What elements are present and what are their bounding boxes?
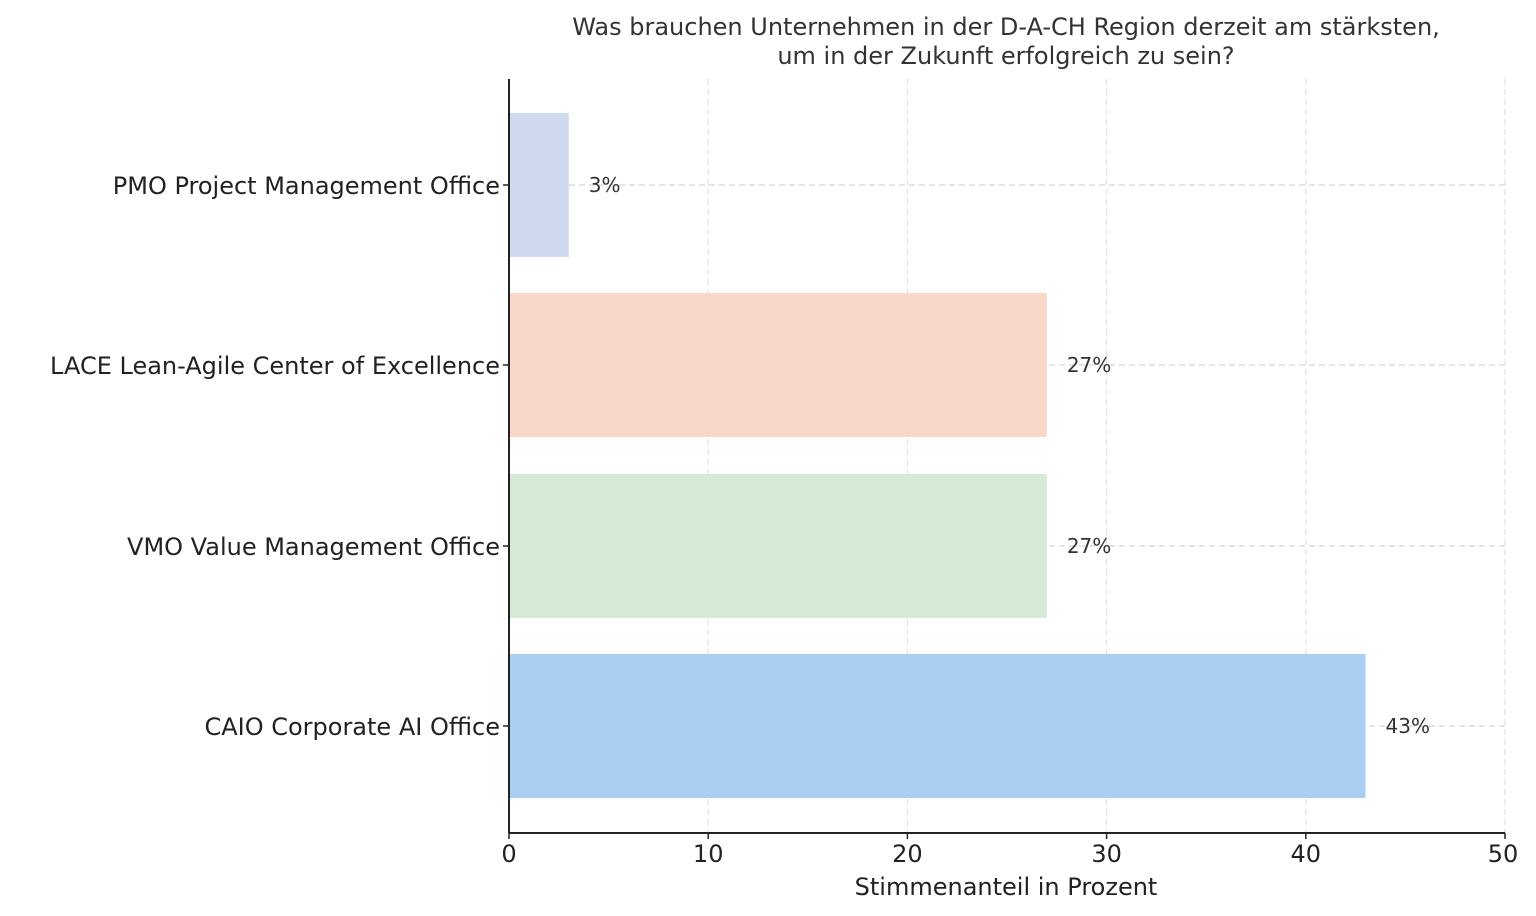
labels: 3% PMO Project Management Office 27% LACE L…: [50, 172, 1518, 868]
bar-value-label: 27%: [1067, 534, 1111, 558]
y-tick-label: PMO Project Management Office: [113, 172, 500, 200]
bar: [509, 654, 1366, 798]
bars: [509, 113, 1366, 798]
x-tick-label: 20: [892, 840, 923, 868]
y-tick-label: LACE Lean-Agile Center of Excellence: [50, 352, 500, 380]
y-tick-label: VMO Value Management Office: [127, 533, 500, 561]
bar: [509, 113, 569, 257]
x-tick-label: 40: [1291, 840, 1322, 868]
x-axis-label: Stimmenanteil in Prozent: [855, 873, 1158, 901]
bar: [509, 474, 1047, 618]
bar-value-label: 3%: [589, 173, 621, 197]
y-tick-label: CAIO Corporate AI Office: [204, 713, 500, 741]
x-tick-label: 50: [1488, 840, 1519, 868]
bar: [509, 293, 1047, 437]
x-tick-label: 0: [501, 840, 516, 868]
bar-value-label: 27%: [1067, 353, 1111, 377]
x-tick-label: 10: [693, 840, 724, 868]
bar-value-label: 43%: [1386, 714, 1430, 738]
x-tick-label: 30: [1091, 840, 1122, 868]
chart-title-line-1: Was brauchen Unternehmen in der D-A-CH R…: [572, 13, 1440, 41]
chart-title-line-2: um in der Zukunft erfolgreich zu sein?: [777, 42, 1234, 70]
axes: [503, 79, 1506, 839]
